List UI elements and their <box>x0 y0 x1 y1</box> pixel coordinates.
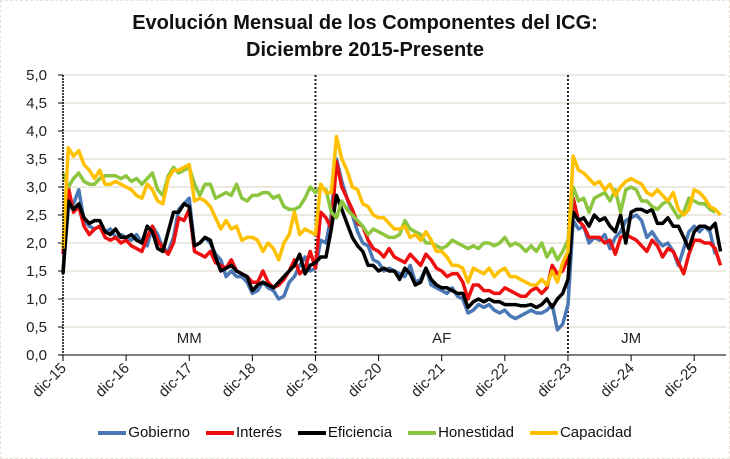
chart-title-line1: Evolución Mensual de los Componentes del… <box>132 12 598 34</box>
legend-swatch <box>297 430 326 435</box>
period-label: AF <box>432 330 451 347</box>
legend-item: Honestidad <box>408 424 514 441</box>
legend-item: Interés <box>206 424 282 441</box>
y-tick-label: 1,5 <box>26 263 47 280</box>
x-tick-label: dic-23 <box>534 360 575 401</box>
y-tick-label: 4,0 <box>26 123 47 140</box>
legend-swatch <box>98 430 127 435</box>
y-tick-label: 0,5 <box>26 319 47 336</box>
chart-subtitle: Diciembre 2015-Presente <box>246 39 484 61</box>
legend-swatch <box>408 430 437 435</box>
legend: Gobierno Interés Eficiencia Honestidad Capac… <box>0 424 730 441</box>
period-label: JM <box>621 330 641 347</box>
x-tick-label: dic-17 <box>155 360 196 401</box>
series-line-interes <box>61 160 723 301</box>
x-tick-label: dic-25 <box>660 360 701 401</box>
y-tick-label: 3,0 <box>26 179 47 196</box>
legend-label: Capacidad <box>559 424 632 441</box>
x-tick-label: dic-15 <box>29 360 70 401</box>
x-tick-label: dic-22 <box>471 360 512 401</box>
y-tick-label: 5,0 <box>26 67 47 84</box>
x-tick-label: dic-21 <box>408 360 449 401</box>
y-tick-label: 1,0 <box>26 291 47 308</box>
y-tick-label: 0,0 <box>26 347 47 364</box>
legend-swatch <box>206 430 235 435</box>
y-tick-label: 2,0 <box>26 235 47 252</box>
x-tick-label: dic-20 <box>345 360 386 401</box>
legend-item: Capacidad <box>529 424 632 441</box>
y-tick-label: 3,5 <box>26 151 47 168</box>
legend-swatch <box>529 430 558 435</box>
legend-label: Eficiencia <box>327 424 393 441</box>
legend-label: Gobierno <box>128 424 191 441</box>
series-line-eficiencia <box>61 193 723 310</box>
x-tick-label: dic-18 <box>218 360 259 401</box>
x-tick-label: dic-24 <box>597 360 638 401</box>
series-line-capacidad <box>61 134 722 287</box>
legend-label: Interés <box>236 424 282 441</box>
period-label: MM <box>177 330 202 347</box>
x-tick-label: dic-16 <box>92 360 133 401</box>
chart-title: Evolución Mensual de los Componentes del… <box>0 10 730 64</box>
legend-item: Eficiencia <box>297 424 393 441</box>
x-tick-label: dic-19 <box>281 360 322 401</box>
y-tick-label: 4,5 <box>26 95 47 112</box>
legend-item: Gobierno <box>98 424 190 441</box>
series-line-gobierno <box>61 157 717 332</box>
y-tick-label: 2,5 <box>26 207 47 224</box>
legend-label: Honestidad <box>438 424 514 441</box>
